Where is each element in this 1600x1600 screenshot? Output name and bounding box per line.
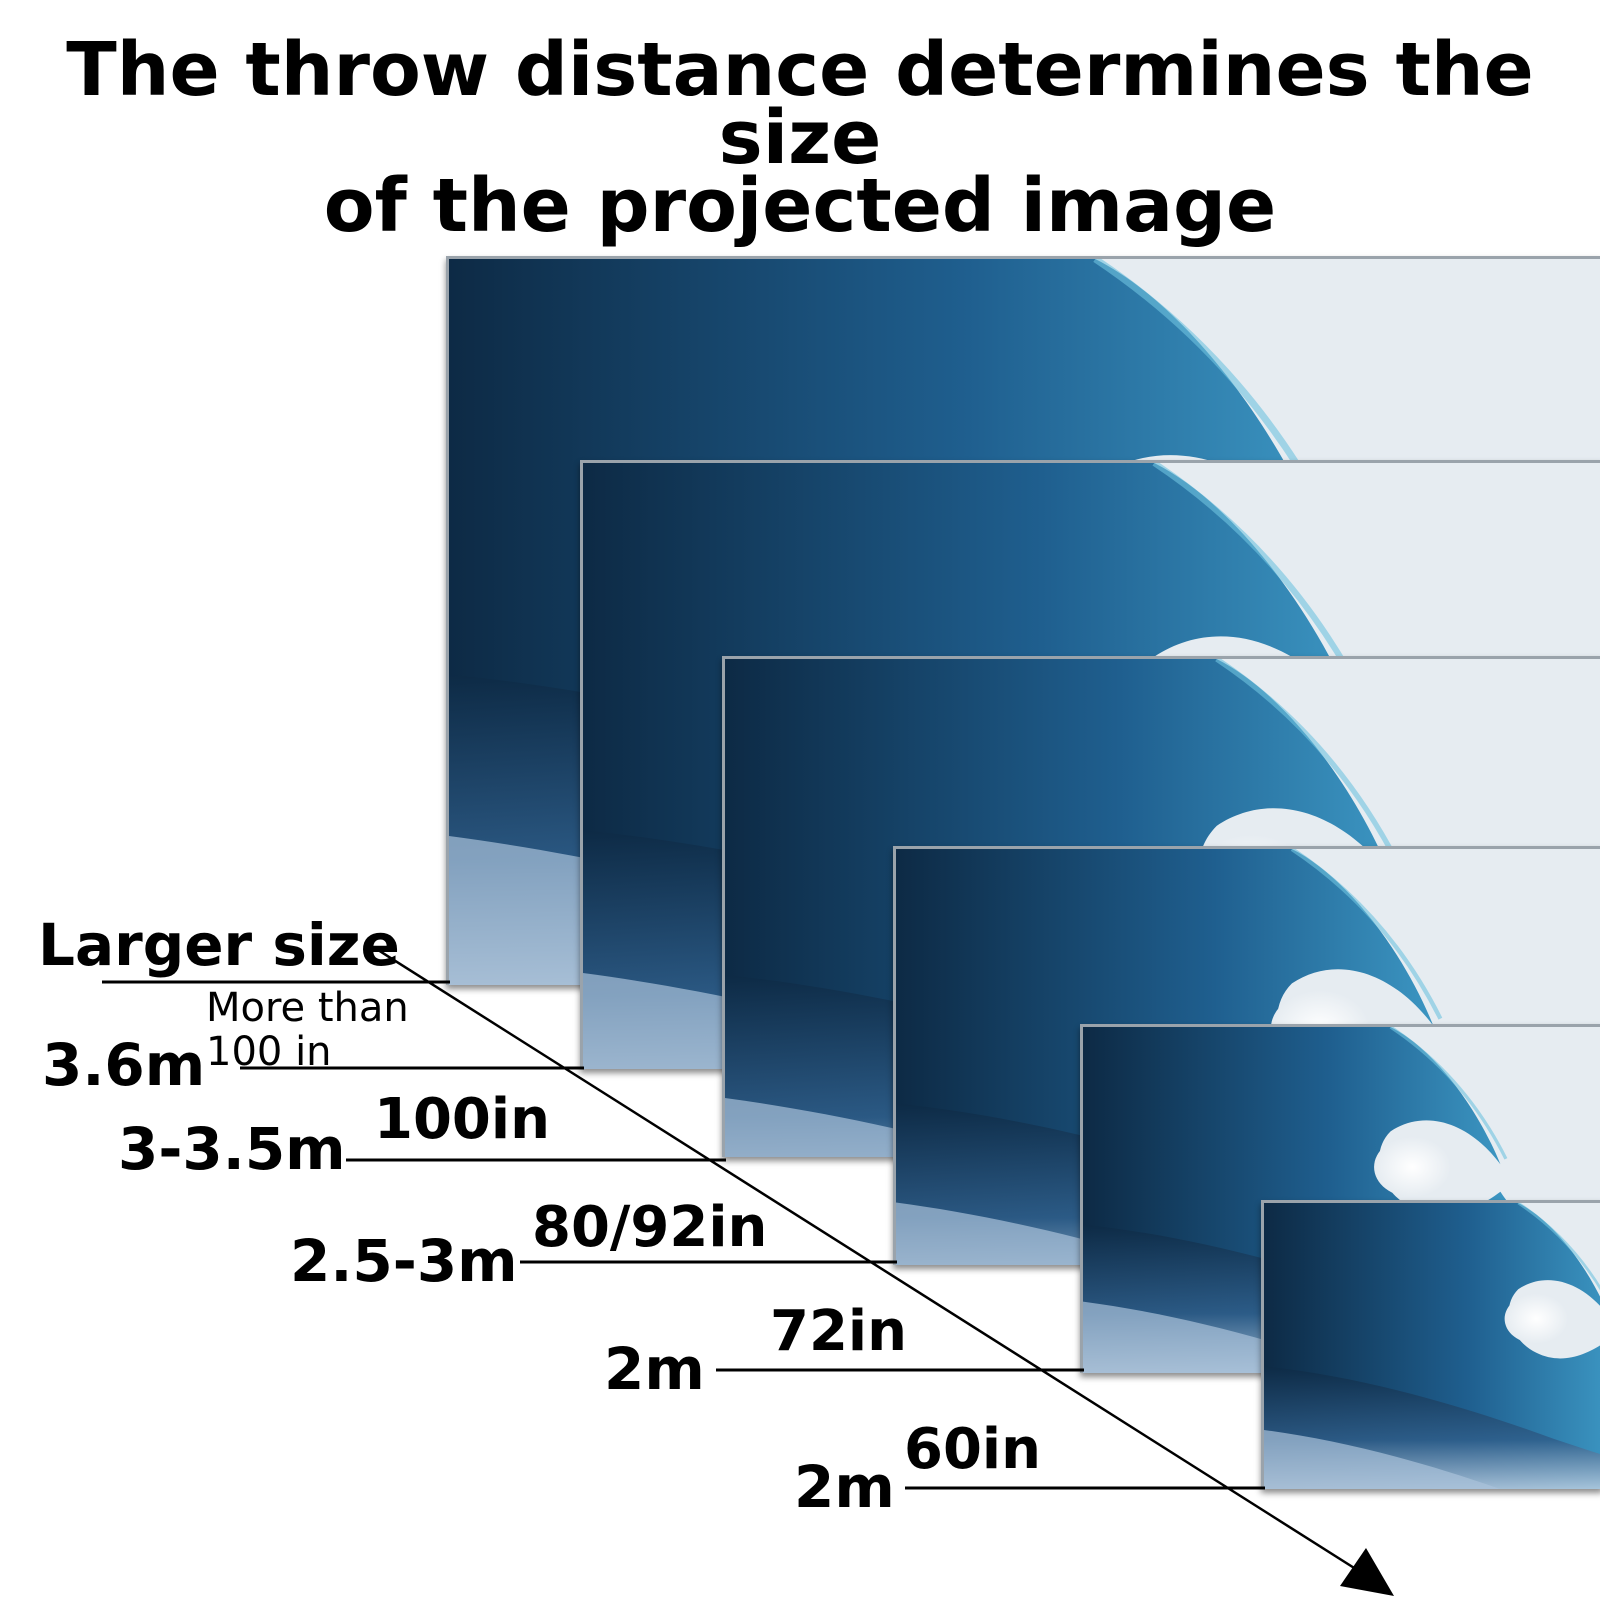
larger-size-label: Larger size bbox=[38, 911, 400, 979]
distance-arrow-head bbox=[1340, 1548, 1394, 1596]
distance-label-row-4: 2m bbox=[604, 1335, 705, 1403]
distance-label-row-3: 2.5-3m bbox=[290, 1227, 518, 1295]
title-line-1: The throw distance determines the size bbox=[66, 27, 1534, 181]
size-label-row-1-line-2: 100 in bbox=[206, 1029, 332, 1075]
distance-label-row-5: 2m bbox=[794, 1453, 895, 1521]
size-label-row-2: 100in bbox=[374, 1087, 550, 1152]
size-label-row-5: 60in bbox=[904, 1417, 1041, 1482]
distance-label-row-1: 3.6m bbox=[42, 1031, 206, 1099]
size-label-row-3: 80/92in bbox=[532, 1195, 768, 1260]
wave-image bbox=[1264, 1203, 1600, 1489]
projected-image-60in bbox=[1261, 1200, 1600, 1489]
title-line-2: of the projected image bbox=[323, 163, 1277, 249]
size-label-row-1-line-1: More than bbox=[206, 985, 409, 1031]
distance-label-row-2: 3-3.5m bbox=[118, 1115, 346, 1183]
size-label-row-4: 72in bbox=[770, 1299, 907, 1364]
page-title: The throw distance determines the size o… bbox=[0, 27, 1600, 249]
